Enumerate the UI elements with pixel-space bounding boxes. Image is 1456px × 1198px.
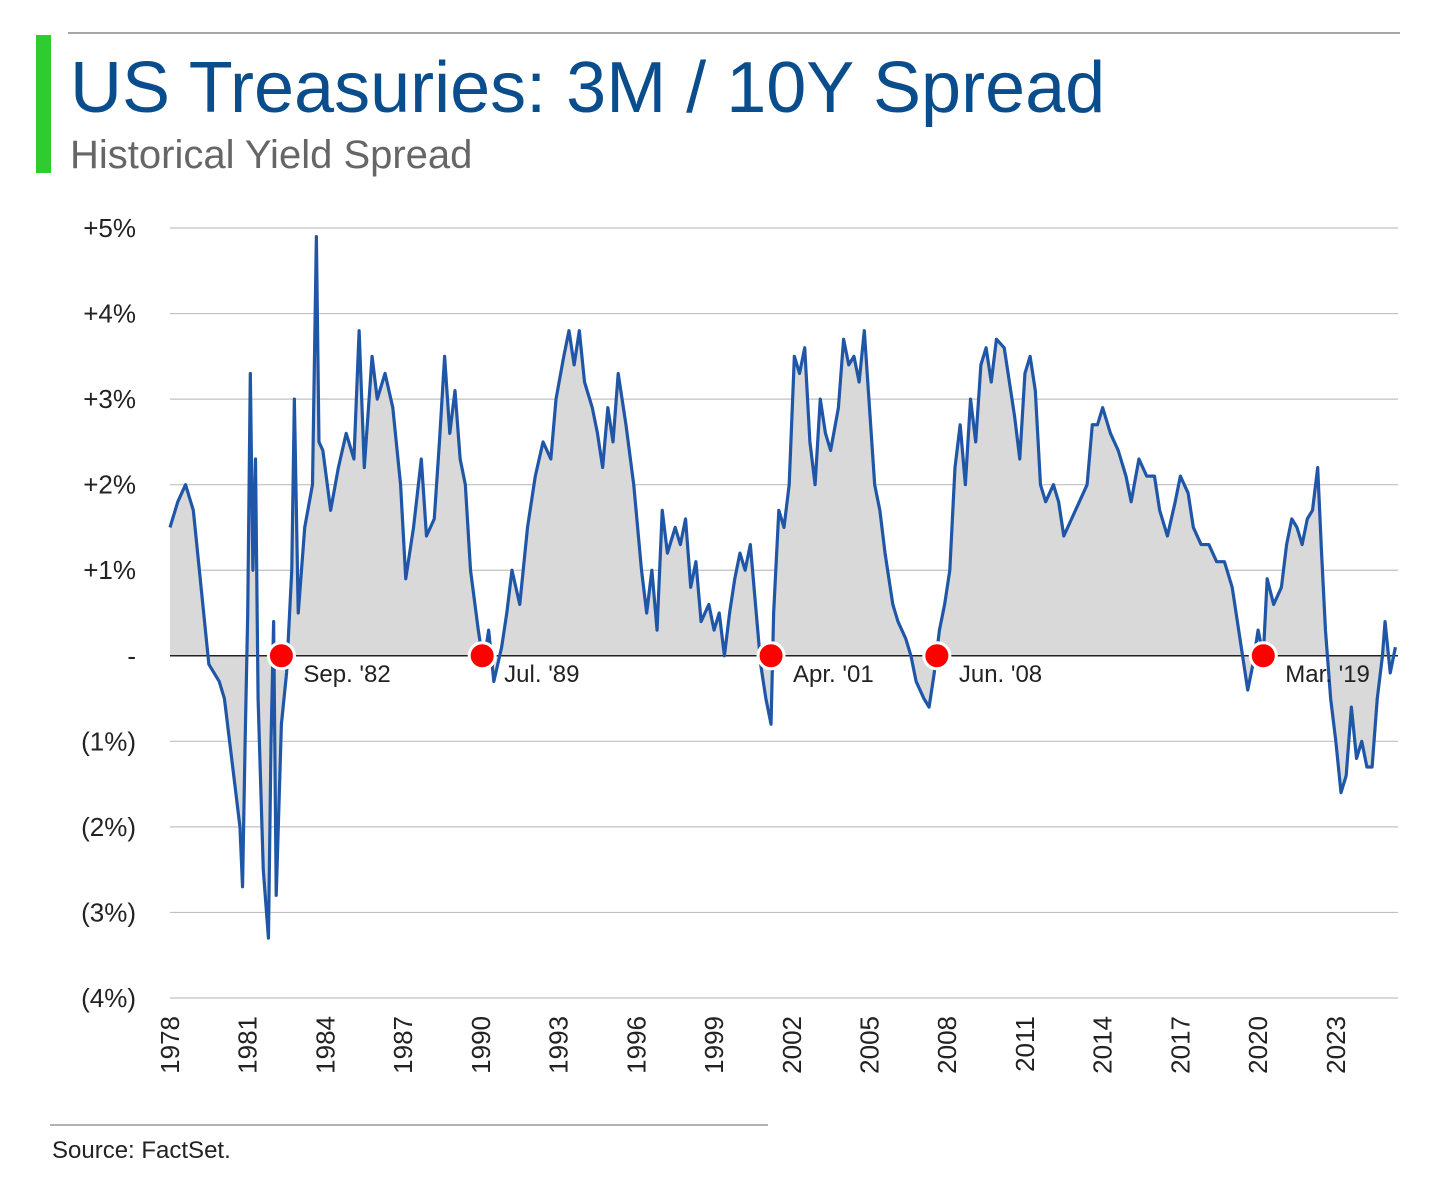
y-tick-label: (1%) [81, 726, 136, 756]
annotation-marker [467, 641, 497, 671]
line [168, 234, 1397, 940]
x-tick-label: 2005 [854, 1016, 884, 1074]
source: Source: FactSet. [52, 1137, 231, 1164]
x-tick-label: 2014 [1088, 1016, 1118, 1074]
x-tick-label: 1978 [155, 1016, 185, 1074]
y-tick-label: +5% [83, 213, 136, 243]
x-tick-label: 1996 [621, 1016, 651, 1074]
y-tick-label: +2% [83, 470, 136, 500]
x-tick-label: 1987 [388, 1016, 418, 1074]
x-tick-label: 2008 [932, 1016, 962, 1074]
x-tick-label: 1999 [699, 1016, 729, 1074]
accent-bar [36, 35, 51, 173]
annotation-marker [756, 641, 786, 671]
annotation-label: Sep. '82 [303, 661, 390, 688]
x-tick-label: 2011 [1010, 1016, 1040, 1072]
x-tick-label: 1993 [544, 1016, 574, 1074]
annotation-label: Apr. '01 [793, 661, 874, 688]
x-tick-label: 1981 [233, 1016, 263, 1074]
y-tick-label: (3%) [81, 897, 136, 927]
y-tick-label: +3% [83, 384, 136, 414]
x-tick-label: 2017 [1165, 1016, 1195, 1074]
y-tick-label: (2%) [81, 812, 136, 842]
y-tick-label: - [127, 641, 136, 671]
x-tick-label: 1984 [310, 1016, 340, 1074]
x-tick-label: 2023 [1321, 1016, 1351, 1074]
annotation-marker [922, 641, 952, 671]
chart-title: US Treasuries: 3M / 10Y Spread [70, 48, 1105, 128]
chart-subtitle: Historical Yield Spread [70, 133, 472, 177]
annotation-marker [266, 641, 296, 671]
annotation-marker [1248, 641, 1278, 671]
y-tick-label: +1% [83, 555, 136, 585]
x-tick-label: 1990 [466, 1016, 496, 1074]
annotation-label: Jul. '89 [504, 661, 579, 688]
x-tick-label: 2020 [1243, 1016, 1273, 1074]
annotation-label: Mar. '19 [1285, 661, 1370, 688]
x-tick-label: 2002 [777, 1016, 807, 1074]
y-tick-label: (4%) [81, 983, 136, 1013]
y-tick-label: +4% [83, 299, 136, 329]
annotation-label: Jun. '08 [959, 661, 1042, 688]
area [170, 236, 1396, 939]
